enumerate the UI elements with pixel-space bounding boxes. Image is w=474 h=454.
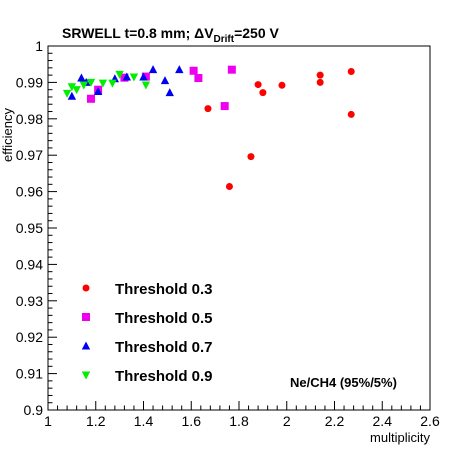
series-1-point — [259, 89, 267, 97]
title-subscript: Drift — [214, 34, 235, 45]
x-tick-label: 2.2 — [325, 413, 345, 429]
title-delta: ΔV — [194, 25, 214, 41]
y-tick-label: 1 — [35, 38, 43, 54]
series-1-point — [204, 105, 212, 113]
y-tick-label: 0.91 — [16, 366, 43, 382]
legend: Threshold 0.3 Threshold 0.5 Threshold 0.7 T… — [81, 281, 213, 385]
legend-label-3: Threshold 0.7 — [115, 339, 213, 356]
series-1-point — [316, 71, 324, 79]
y-tick-label: 0.96 — [16, 184, 43, 200]
series-4-point — [72, 86, 81, 95]
series-1-point — [347, 67, 355, 75]
series-4-point — [141, 81, 151, 90]
series-3-point — [148, 65, 158, 74]
series-3-point — [175, 65, 184, 74]
legend-marker-2 — [82, 313, 90, 321]
series-4-point — [67, 83, 77, 92]
series-3-point — [77, 73, 86, 82]
series-3-point — [139, 72, 148, 81]
x-tick-label: 2 — [283, 413, 291, 429]
series-4-point — [129, 73, 139, 82]
x-tick-label: 1.2 — [86, 413, 106, 429]
series-4-point — [108, 79, 117, 88]
series-4-point — [79, 81, 89, 90]
x-tick-label: 2.6 — [420, 413, 440, 429]
legend-marker-3 — [81, 341, 91, 350]
series-3-point — [122, 72, 131, 81]
data-points — [62, 65, 355, 191]
x-tick-label: 1.8 — [229, 413, 249, 429]
legend-label-4: Threshold 0.9 — [115, 368, 213, 385]
x-axis-title: multiplicity — [370, 430, 430, 445]
series-2-point — [189, 66, 198, 75]
series-1-point — [278, 81, 286, 89]
axis-ticks — [47, 45, 431, 411]
y-tick-label: 0.92 — [16, 329, 43, 345]
legend-label-1: Threshold 0.3 — [115, 281, 213, 298]
series-3-point — [67, 91, 77, 100]
series-2-point — [141, 72, 150, 81]
series-2-point — [194, 74, 203, 83]
series-1-point — [316, 78, 324, 86]
y-tick-label: 0.97 — [16, 147, 43, 163]
x-tick-label: 1 — [44, 413, 52, 429]
series-4-point — [62, 89, 72, 98]
series-2-point — [227, 65, 236, 74]
x-tick-label: 2.4 — [373, 413, 393, 429]
series-1-point — [254, 81, 262, 89]
title-value: =250 V — [234, 25, 279, 41]
series-3-point — [93, 87, 103, 95]
legend-marker-1 — [82, 284, 90, 292]
x-tick-label: 1.4 — [134, 413, 154, 429]
y-tick-label: 0.99 — [16, 74, 43, 90]
series-4-point — [115, 70, 124, 79]
series-2-point — [220, 102, 229, 111]
series-1-point — [225, 183, 233, 191]
series-1-point — [347, 110, 355, 118]
series-4-point — [98, 79, 108, 88]
legend-marker-4 — [81, 371, 91, 380]
y-axis-title: efficiency — [0, 108, 15, 162]
series-4-point — [86, 78, 96, 87]
y-tick-label: 0.9 — [24, 402, 44, 418]
axis-tick-labels: 1 1.2 1.4 1.6 1.8 2 2.2 2.4 2.6 0.9 0.91 0.92 0.93 0.… — [16, 38, 440, 429]
y-tick-label: 0.94 — [16, 256, 43, 272]
series-2-point — [86, 94, 95, 103]
x-tick-label: 1.6 — [182, 413, 202, 429]
series-3-point — [160, 76, 170, 85]
gas-mixture-annotation: Ne/CH4 (95%/5%) — [290, 375, 397, 390]
series-1-point — [247, 153, 255, 161]
chart-title: SRWELL t=0.8 mm; ΔVDrift=250 V — [62, 25, 280, 45]
y-tick-label: 0.95 — [16, 220, 43, 236]
y-tick-label: 0.93 — [16, 293, 43, 309]
legend-label-2: Threshold 0.5 — [115, 310, 213, 327]
y-tick-label: 0.98 — [16, 111, 43, 127]
title-main: SRWELL t=0.8 mm; — [62, 25, 194, 41]
series-3-point — [165, 88, 174, 97]
